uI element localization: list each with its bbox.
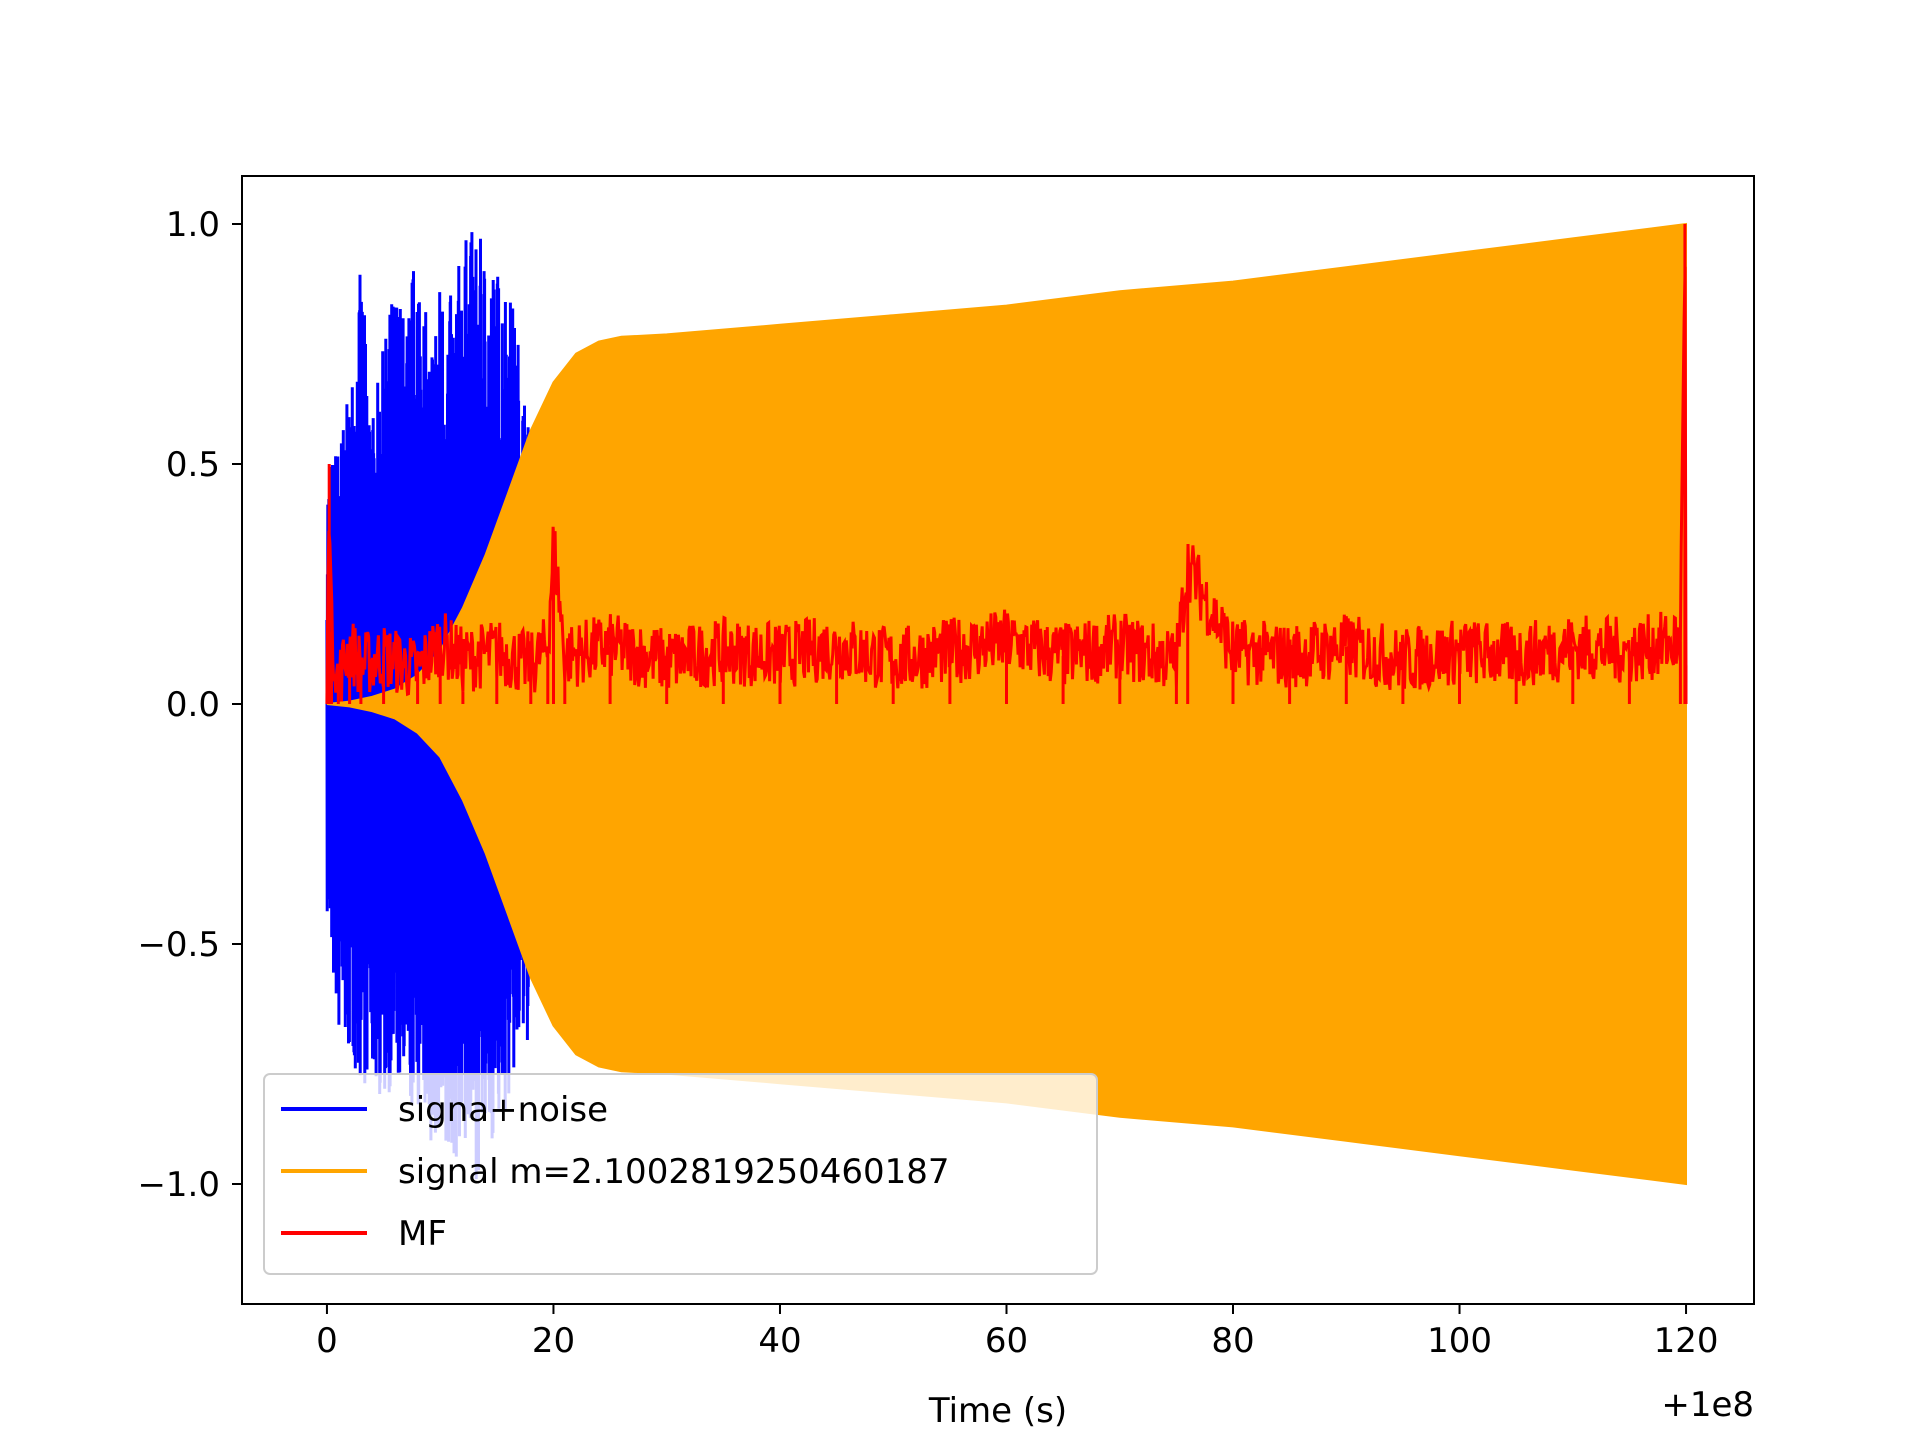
axes-frame [241,175,1755,1305]
y-tick-label: −0.5 [137,925,220,965]
x-tick-label: 0 [316,1321,338,1361]
x-tick-label: 60 [985,1321,1028,1361]
legend-label-signa-noise: signa+noise [398,1090,608,1130]
y-tick-label: 0.5 [166,445,220,485]
legend: signa+noise signal m=2.1002819250460187 … [263,1073,1098,1275]
series-line-mf [325,224,1688,705]
x-axis-offset-label: +1e8 [1661,1385,1754,1425]
x-tick-label: 120 [1654,1321,1719,1361]
x-axis: 0 20 40 60 80 100 120 [316,1304,1718,1361]
y-tick-label: 0.0 [166,685,220,725]
x-axis-label: Time (s) [928,1391,1067,1431]
y-tick-label: 1.0 [166,205,220,245]
legend-label-signal: signal m=2.1002819250460187 [398,1152,950,1192]
y-axis: 1.0 0.5 0.0 −0.5 −1.0 [137,205,242,1205]
x-tick-label: 20 [532,1321,575,1361]
plot-area [325,222,1688,1186]
legend-box [263,1073,1098,1275]
legend-label-mf: MF [398,1214,447,1254]
x-tick-label: 80 [1211,1321,1254,1361]
x-tick-label: 100 [1427,1321,1492,1361]
y-tick-label: −1.0 [137,1165,220,1205]
x-tick-label: 40 [758,1321,801,1361]
